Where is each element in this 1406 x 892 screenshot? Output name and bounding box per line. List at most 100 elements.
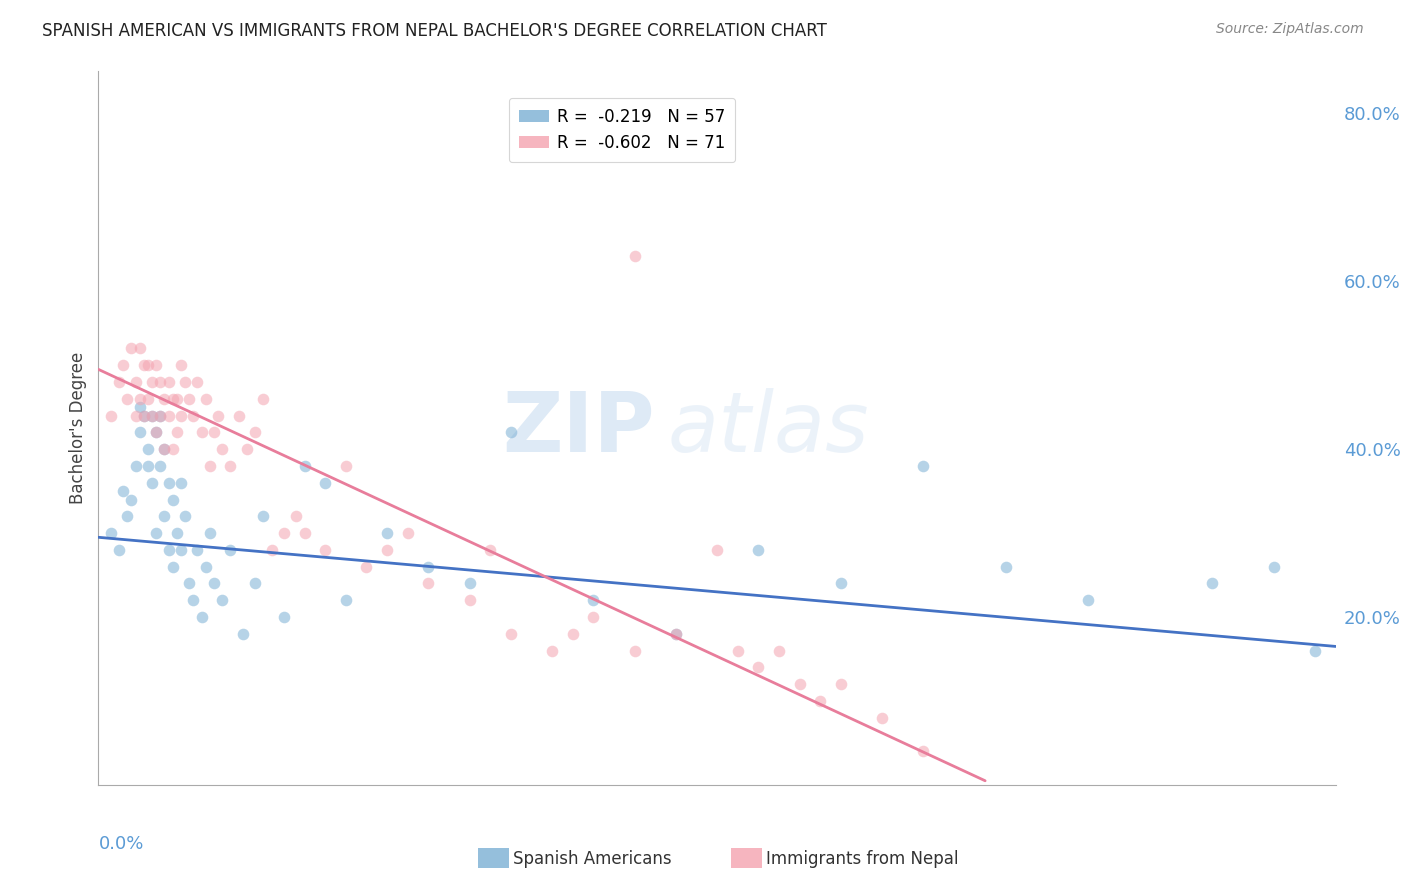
Point	[243, 576, 266, 591]
Point	[157, 375, 180, 389]
Text: ZIP: ZIP	[503, 388, 655, 468]
Point	[706, 542, 728, 557]
Text: Source: ZipAtlas.com: Source: ZipAtlas.com	[1216, 22, 1364, 37]
Point	[166, 392, 188, 406]
Point	[623, 249, 645, 263]
Point	[136, 358, 159, 372]
Point	[149, 409, 172, 423]
Point	[100, 526, 122, 541]
Point	[768, 643, 790, 657]
Point	[149, 458, 172, 473]
Point	[166, 425, 188, 440]
Point	[153, 442, 176, 457]
Point	[186, 375, 208, 389]
Point	[830, 677, 852, 691]
Point	[202, 576, 225, 591]
Point	[108, 542, 131, 557]
Point	[194, 559, 217, 574]
Point	[789, 677, 811, 691]
Point	[117, 509, 139, 524]
Point	[211, 593, 233, 607]
Point	[912, 744, 935, 758]
Point	[190, 610, 212, 624]
Point	[561, 627, 583, 641]
Text: Immigrants from Nepal: Immigrants from Nepal	[766, 850, 959, 868]
Point	[120, 492, 142, 507]
Point	[236, 442, 259, 457]
Point	[190, 425, 212, 440]
Point	[112, 358, 135, 372]
Point	[375, 542, 398, 557]
Point	[170, 475, 193, 490]
Point	[170, 409, 193, 423]
Point	[157, 542, 180, 557]
Point	[252, 509, 274, 524]
Point	[128, 342, 150, 356]
Point	[260, 542, 283, 557]
Point	[314, 475, 336, 490]
Text: atlas: atlas	[668, 388, 869, 468]
Point	[162, 492, 184, 507]
Point	[124, 375, 146, 389]
Text: Spanish Americans: Spanish Americans	[513, 850, 672, 868]
Point	[112, 484, 135, 499]
Point	[375, 526, 398, 541]
Text: SPANISH AMERICAN VS IMMIGRANTS FROM NEPAL BACHELOR'S DEGREE CORRELATION CHART: SPANISH AMERICAN VS IMMIGRANTS FROM NEPA…	[42, 22, 827, 40]
Point	[665, 627, 688, 641]
Point	[228, 409, 250, 423]
Point	[132, 358, 155, 372]
Point	[100, 409, 122, 423]
Point	[145, 425, 167, 440]
Point	[211, 442, 233, 457]
Point	[335, 458, 357, 473]
Point	[747, 660, 769, 674]
Point	[153, 392, 176, 406]
Point	[273, 526, 295, 541]
Point	[870, 711, 893, 725]
Point	[582, 593, 605, 607]
Point	[124, 409, 146, 423]
Point	[181, 409, 204, 423]
Point	[170, 358, 193, 372]
Point	[136, 442, 159, 457]
Point	[294, 526, 316, 541]
Legend: R =  -0.219   N = 57, R =  -0.602   N = 71: R = -0.219 N = 57, R = -0.602 N = 71	[509, 97, 735, 161]
Point	[582, 610, 605, 624]
Point	[194, 392, 217, 406]
Point	[335, 593, 357, 607]
Point	[141, 475, 163, 490]
Point	[128, 400, 150, 414]
Point	[252, 392, 274, 406]
Point	[1201, 576, 1223, 591]
Point	[132, 409, 155, 423]
Point	[285, 509, 308, 524]
Point	[219, 458, 242, 473]
Point	[418, 576, 440, 591]
Point	[157, 475, 180, 490]
Point	[479, 542, 502, 557]
Point	[153, 442, 176, 457]
Point	[396, 526, 419, 541]
Point	[186, 542, 208, 557]
Point	[294, 458, 316, 473]
Point	[145, 425, 167, 440]
Point	[747, 542, 769, 557]
Point	[149, 375, 172, 389]
Point	[141, 409, 163, 423]
Point	[170, 542, 193, 557]
Point	[117, 392, 139, 406]
Point	[830, 576, 852, 591]
Y-axis label: Bachelor's Degree: Bachelor's Degree	[69, 352, 87, 504]
Point	[162, 559, 184, 574]
Point	[162, 442, 184, 457]
Point	[141, 375, 163, 389]
Point	[727, 643, 749, 657]
Point	[145, 358, 167, 372]
Point	[174, 509, 197, 524]
Point	[162, 392, 184, 406]
Point	[458, 576, 481, 591]
Point	[136, 458, 159, 473]
Point	[808, 694, 831, 708]
Point	[120, 342, 142, 356]
Point	[145, 526, 167, 541]
